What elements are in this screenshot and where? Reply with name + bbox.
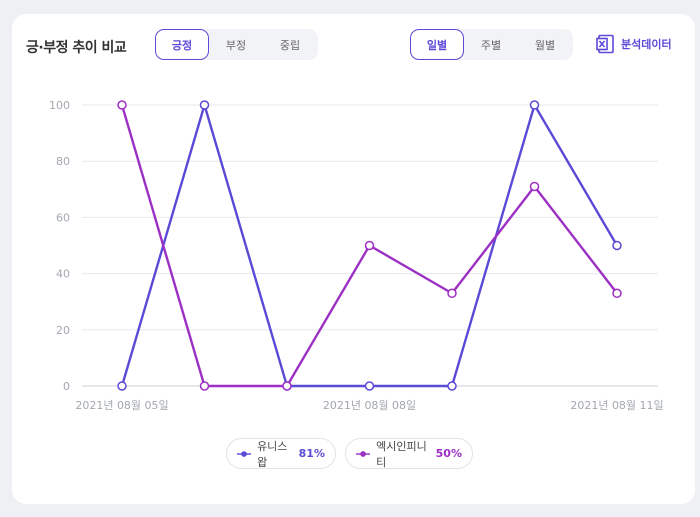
x-tick-label: 2021년 08월 08일 [323, 398, 416, 412]
legend-item-uniswap[interactable]: 유니스왑 81% [226, 438, 336, 469]
legend-value: 50% [435, 447, 462, 460]
data-point-1 [117, 100, 127, 110]
export-label: 분석데이터 [621, 38, 672, 51]
excel-icon [596, 34, 616, 54]
legend-label: 엑시인피니티 [376, 439, 427, 469]
y-tick-label: 100 [49, 99, 70, 112]
data-point-0 [364, 381, 375, 391]
legend-marker-axie-infinity [356, 450, 371, 457]
data-point-1 [529, 181, 540, 192]
tab-monthly[interactable]: 월별 [534, 38, 556, 52]
chart-title: 긍·부정 추이 비교 [26, 40, 127, 56]
x-tick-label: 2021년 08월 05일 [75, 398, 168, 412]
data-point-1 [447, 288, 457, 299]
data-point-1 [364, 240, 375, 251]
export-data-button[interactable]: 분석데이터 [596, 34, 672, 54]
tab-neutral[interactable]: 중립 [279, 38, 301, 52]
y-tick-label: 60 [56, 211, 70, 224]
period-segmented-control: 일별 주별 월별 [410, 29, 573, 60]
data-point-1 [612, 288, 622, 299]
y-tick-label: 80 [56, 155, 70, 168]
y-tick-label: 20 [56, 324, 70, 337]
data-point-0 [529, 100, 540, 110]
x-tick-label: 2021년 08월 11일 [570, 398, 663, 412]
data-point-0 [612, 240, 622, 251]
data-point-0 [117, 381, 127, 391]
legend-label: 유니스왑 [257, 439, 288, 469]
data-point-1 [282, 381, 292, 391]
y-tick-label: 0 [63, 380, 70, 393]
chart-card [12, 14, 695, 504]
sentiment-segmented-control: 긍정 부정 중립 [155, 29, 318, 60]
tab-weekly[interactable]: 주별 [480, 38, 502, 52]
y-tick-label: 40 [56, 268, 70, 281]
legend-value: 81% [298, 447, 325, 460]
legend-marker-uniswap [237, 450, 252, 457]
tab-daily[interactable]: 일별 [410, 29, 464, 60]
tab-negative[interactable]: 부정 [225, 38, 247, 52]
data-point-1 [199, 381, 210, 391]
legend-item-axie-infinity[interactable]: 엑시인피니티 50% [345, 438, 473, 469]
tab-positive[interactable]: 긍정 [155, 29, 209, 60]
data-point-0 [447, 381, 457, 391]
data-point-0 [199, 100, 210, 110]
